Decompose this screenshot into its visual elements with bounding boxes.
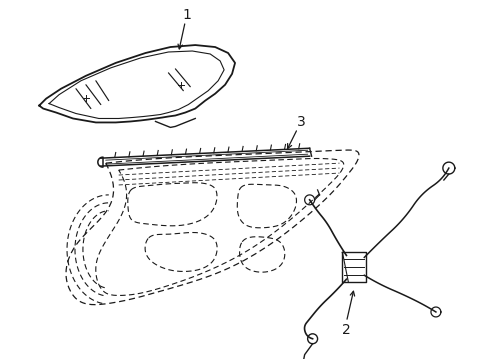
Text: 1: 1: [183, 8, 191, 22]
Text: 2: 2: [341, 323, 350, 337]
Text: 3: 3: [297, 116, 305, 130]
